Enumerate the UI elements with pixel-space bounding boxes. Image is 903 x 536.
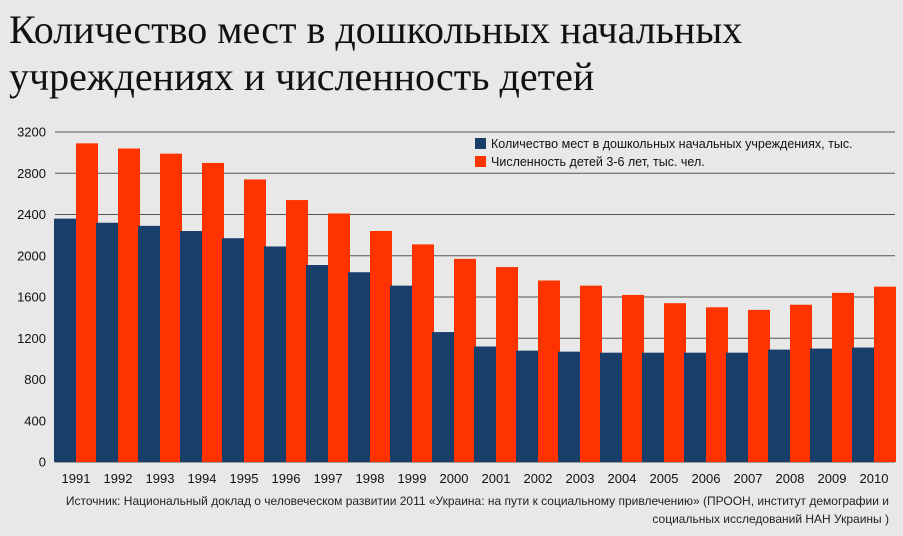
- y-tick-label: 400: [24, 413, 46, 428]
- bar-children: [832, 292, 854, 462]
- bar-children: [412, 244, 434, 462]
- x-tick-label: 2007: [734, 471, 763, 486]
- chart-legend: Количество мест в дошкольных начальных у…: [475, 137, 853, 169]
- y-tick-label: 0: [39, 455, 46, 470]
- y-tick-label: 2800: [17, 166, 46, 181]
- x-tick-label: 1998: [356, 471, 385, 486]
- chart-axis: 0 400 800 1200 1600 2000 2400 2800 3200 1991 1992 1…: [17, 125, 888, 487]
- bar-children: [118, 148, 140, 462]
- bar-children: [244, 179, 266, 462]
- bar-children: [328, 213, 350, 462]
- x-tick-label: 2004: [608, 471, 637, 486]
- bar-children: [748, 309, 770, 462]
- bar-places: [810, 348, 832, 462]
- bar-places: [768, 349, 790, 462]
- bar-children: [76, 143, 98, 462]
- bar-places: [474, 346, 496, 462]
- bar-places: [642, 352, 664, 462]
- y-tick-label: 2400: [17, 207, 46, 222]
- y-tick-label: 1600: [17, 290, 46, 305]
- bar-children: [874, 286, 896, 462]
- bar-places: [96, 222, 118, 462]
- y-tick-label: 2000: [17, 248, 46, 263]
- bar-places: [264, 246, 286, 462]
- bar-children: [286, 200, 308, 462]
- bar-children: [664, 303, 686, 462]
- legend-label: Численность детей 3-6 лет, тыс. чел.: [491, 155, 705, 169]
- bar-places: [516, 350, 538, 462]
- x-tick-label: 2006: [692, 471, 721, 486]
- y-tick-label: 3200: [17, 125, 46, 140]
- page-title: Количество мест в дошкольных начальных у…: [9, 7, 743, 99]
- bar-children: [160, 153, 182, 462]
- bar-places: [222, 238, 244, 462]
- x-tick-label: 2009: [818, 471, 847, 486]
- y-tick-label: 800: [24, 372, 46, 387]
- y-tick-label: 1200: [17, 331, 46, 346]
- x-tick-label: 2005: [650, 471, 679, 486]
- bar-children: [622, 294, 644, 462]
- bar-children: [538, 280, 560, 462]
- x-tick-label: 2010: [860, 471, 889, 486]
- legend-swatch: [475, 156, 486, 167]
- x-tick-label: 1999: [398, 471, 427, 486]
- bar-places: [54, 218, 76, 462]
- x-tick-label: 1996: [272, 471, 301, 486]
- bar-children: [202, 162, 224, 462]
- x-tick-label: 1997: [314, 471, 343, 486]
- x-tick-label: 2001: [482, 471, 511, 486]
- bar-places: [852, 347, 874, 462]
- x-tick-label: 1995: [230, 471, 259, 486]
- bar-places: [138, 225, 160, 462]
- legend-swatch: [475, 138, 486, 149]
- x-tick-label: 1991: [62, 471, 91, 486]
- chart-bars: [54, 143, 896, 462]
- x-tick-label: 2002: [524, 471, 553, 486]
- x-tick-label: 2008: [776, 471, 805, 486]
- bar-places: [306, 265, 328, 462]
- bar-children: [370, 231, 392, 462]
- bar-places: [390, 285, 412, 462]
- bar-children: [706, 307, 728, 462]
- bar-places: [600, 352, 622, 462]
- x-tick-label: 2003: [566, 471, 595, 486]
- bar-places: [726, 352, 748, 462]
- source-note: Источник: Национальный доклад о человече…: [65, 494, 889, 526]
- x-tick-label: 2000: [440, 471, 469, 486]
- legend-label: Количество мест в дошкольных начальных у…: [491, 137, 853, 151]
- bar-places: [432, 332, 454, 462]
- bar-places: [180, 231, 202, 462]
- bar-children: [496, 267, 518, 462]
- x-tick-label: 1992: [104, 471, 133, 486]
- bar-children: [580, 285, 602, 462]
- bar-children: [790, 304, 812, 462]
- bar-places: [348, 272, 370, 462]
- x-tick-label: 1993: [146, 471, 175, 486]
- bar-places: [684, 352, 706, 462]
- bar-children: [454, 258, 476, 462]
- x-tick-label: 1994: [188, 471, 217, 486]
- bar-places: [558, 351, 580, 462]
